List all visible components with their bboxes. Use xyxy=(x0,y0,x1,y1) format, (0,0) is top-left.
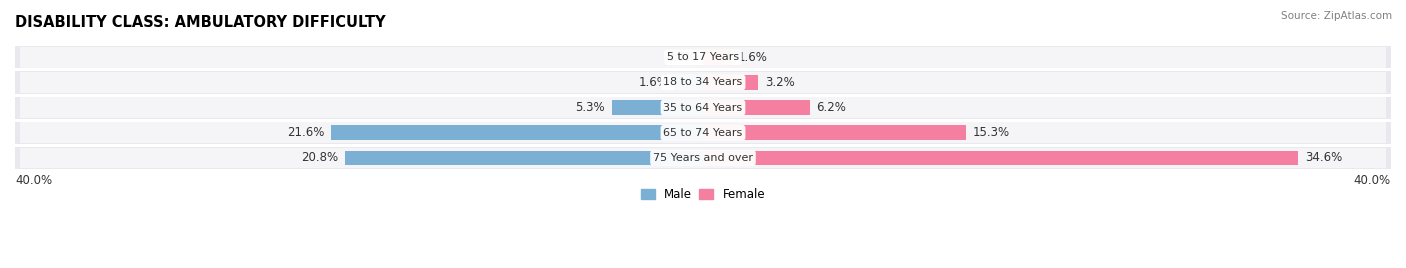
Bar xyxy=(332,125,703,140)
Bar xyxy=(703,125,966,140)
Bar xyxy=(612,100,703,115)
Text: Source: ZipAtlas.com: Source: ZipAtlas.com xyxy=(1281,11,1392,21)
Bar xyxy=(675,75,703,90)
Bar xyxy=(15,122,1391,144)
Text: 65 to 74 Years: 65 to 74 Years xyxy=(664,128,742,138)
Bar xyxy=(15,46,1391,68)
Text: 3.2%: 3.2% xyxy=(765,76,794,89)
Text: 35 to 64 Years: 35 to 64 Years xyxy=(664,103,742,113)
Bar xyxy=(15,71,1391,94)
Bar xyxy=(703,75,758,90)
Text: DISABILITY CLASS: AMBULATORY DIFFICULTY: DISABILITY CLASS: AMBULATORY DIFFICULTY xyxy=(15,15,385,30)
Bar xyxy=(703,50,731,65)
Bar xyxy=(703,151,1298,165)
Text: 15.3%: 15.3% xyxy=(973,126,1010,139)
Text: 40.0%: 40.0% xyxy=(1354,174,1391,187)
Text: 18 to 34 Years: 18 to 34 Years xyxy=(664,77,742,87)
Bar xyxy=(703,100,810,115)
Bar xyxy=(20,72,1386,93)
Bar xyxy=(346,151,703,165)
Text: 1.6%: 1.6% xyxy=(737,51,768,64)
Bar xyxy=(15,96,1391,119)
Bar xyxy=(20,47,1386,68)
Bar xyxy=(20,148,1386,168)
Bar xyxy=(15,147,1391,169)
Text: 20.8%: 20.8% xyxy=(301,151,339,165)
Text: 0.0%: 0.0% xyxy=(666,51,696,64)
Bar xyxy=(20,97,1386,118)
Text: 1.6%: 1.6% xyxy=(638,76,669,89)
Text: 34.6%: 34.6% xyxy=(1305,151,1343,165)
Legend: Male, Female: Male, Female xyxy=(636,183,770,206)
Text: 5 to 17 Years: 5 to 17 Years xyxy=(666,52,740,62)
Text: 75 Years and over: 75 Years and over xyxy=(652,153,754,163)
Text: 5.3%: 5.3% xyxy=(575,101,605,114)
Bar xyxy=(20,122,1386,143)
Text: 40.0%: 40.0% xyxy=(15,174,52,187)
Text: 6.2%: 6.2% xyxy=(817,101,846,114)
Text: 21.6%: 21.6% xyxy=(287,126,325,139)
